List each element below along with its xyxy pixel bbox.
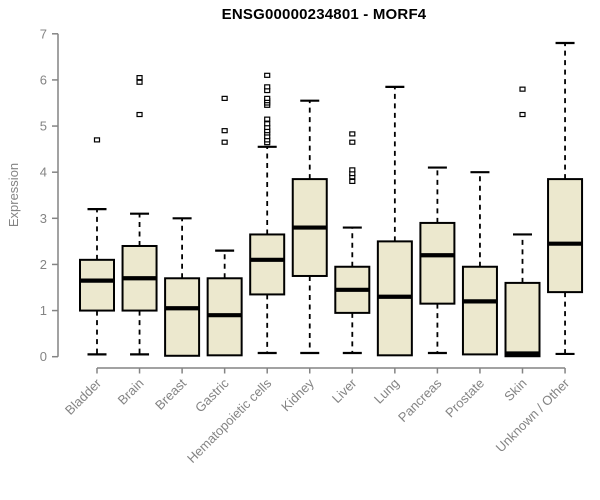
x-tick-label: Liver xyxy=(329,375,360,406)
outlier-point xyxy=(349,139,356,145)
outlier-point xyxy=(519,86,526,92)
box-group-hematopoietic-cells xyxy=(249,72,286,355)
outlier-point xyxy=(136,111,143,118)
y-tick-label: 5 xyxy=(40,119,47,134)
outlier-point xyxy=(264,116,271,122)
box-group-liver xyxy=(334,131,371,355)
iqr-box xyxy=(504,281,541,358)
x-tick-label: Gastric xyxy=(192,375,232,415)
box-group-lung xyxy=(376,85,413,357)
iqr-box xyxy=(249,233,286,296)
outlier-point xyxy=(264,95,271,101)
outlier-point xyxy=(519,111,526,118)
outlier-point xyxy=(221,95,228,101)
box-group-bladder xyxy=(79,137,115,356)
x-tick-label: Lung xyxy=(371,376,402,407)
box-group-skin xyxy=(504,86,541,358)
outlier-point xyxy=(264,72,271,78)
outlier-point xyxy=(264,121,271,127)
outlier-point xyxy=(349,178,356,185)
y-tick-label: 7 xyxy=(40,26,47,41)
iqr-box xyxy=(419,221,456,305)
x-tick-label: Hematopoietic cells xyxy=(184,375,275,466)
y-tick-label: 2 xyxy=(40,257,47,272)
iqr-box xyxy=(461,265,498,356)
box-group-prostate xyxy=(461,171,498,356)
outlier-point xyxy=(264,84,271,90)
y-tick-label: 0 xyxy=(40,349,47,364)
box-group-breast xyxy=(164,217,201,357)
outlier-point xyxy=(349,167,356,173)
x-tick-label: Unknown / Other xyxy=(493,375,573,455)
x-tick-label: Breast xyxy=(152,375,189,412)
outlier-point xyxy=(136,79,143,85)
outlier-point xyxy=(349,131,356,137)
box-group-gastric xyxy=(206,95,243,357)
outlier-point xyxy=(221,139,228,145)
outlier-point xyxy=(136,75,143,81)
iqr-box xyxy=(79,258,115,312)
x-tick-label: Skin xyxy=(501,376,529,404)
chart-title: ENSG00000234801 - MORF4 xyxy=(221,6,427,23)
box-group-unknown-other xyxy=(547,41,584,356)
outlier-point xyxy=(93,137,101,143)
iqr-box xyxy=(164,277,201,357)
outlier-point xyxy=(221,128,228,134)
y-tick-label: 6 xyxy=(40,72,47,87)
x-tick-label: Kidney xyxy=(278,375,317,414)
iqr-box xyxy=(547,178,584,294)
y-tick-label: 3 xyxy=(40,211,47,226)
y-tick-label: 4 xyxy=(40,165,47,180)
box-group-pancreas xyxy=(419,166,456,355)
x-tick-label: Bladder xyxy=(62,375,105,418)
y-tick-label: 1 xyxy=(40,303,47,318)
x-tick-label: Brain xyxy=(115,376,147,408)
box-group-brain xyxy=(121,75,158,356)
x-tick-label: Pancreas xyxy=(395,375,445,425)
x-tick-label: Prostate xyxy=(442,376,487,421)
box-group-kidney xyxy=(291,99,328,355)
